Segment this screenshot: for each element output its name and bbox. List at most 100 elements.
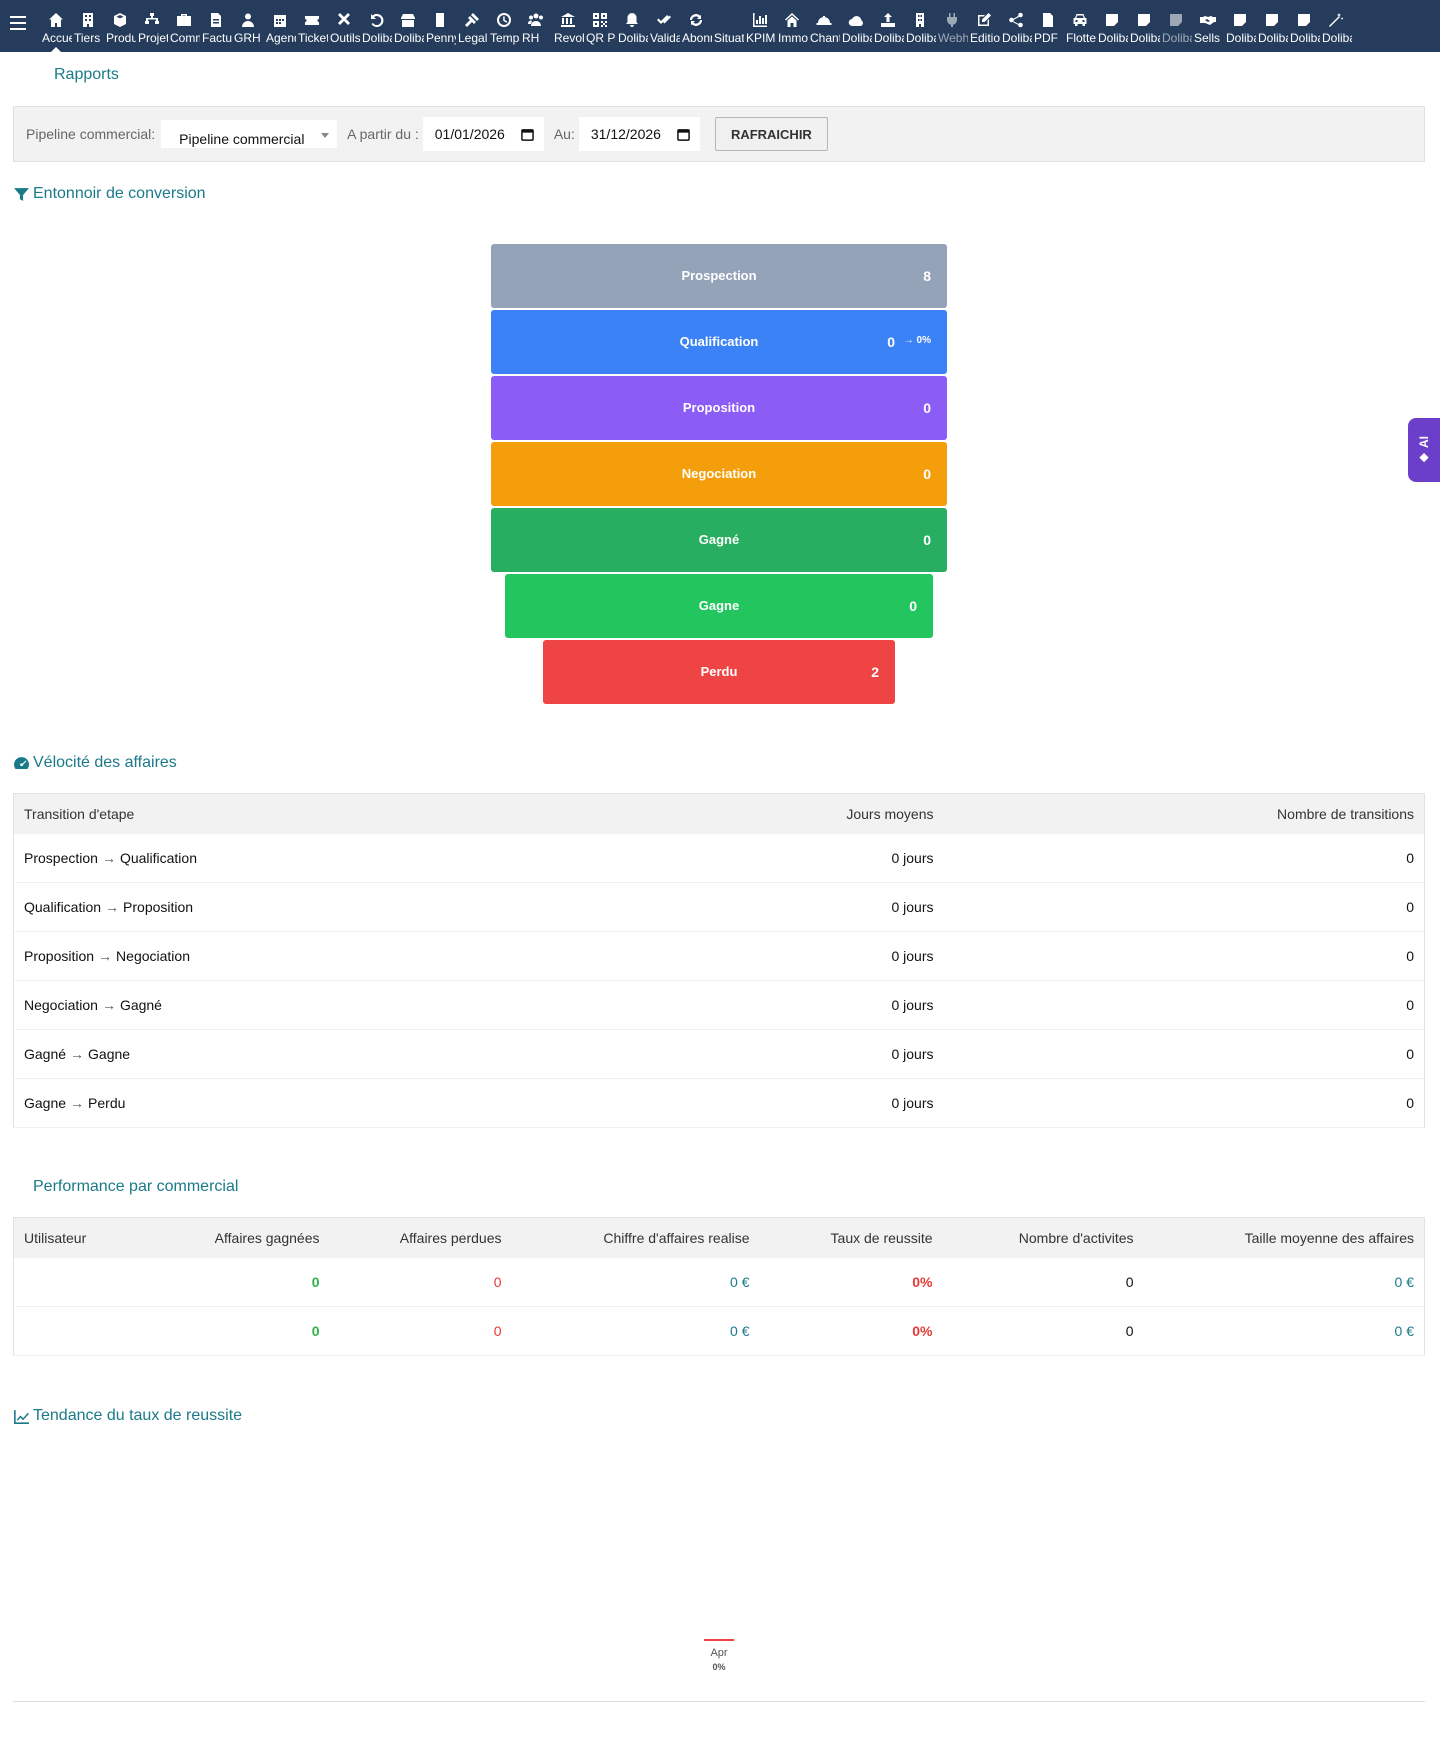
menu-item-legal[interactable]: Legal xyxy=(456,0,488,52)
menu-item-temps[interactable]: Temps xyxy=(488,0,520,52)
funnel-stage-name: Prospection xyxy=(681,268,757,283)
from-stage: Prospection xyxy=(24,849,98,866)
column-header[interactable]: Jours moyens xyxy=(593,793,944,834)
user-cell[interactable] xyxy=(13,1257,154,1307)
user-cell[interactable] xyxy=(13,1306,154,1356)
column-header[interactable]: Nombre d'activites xyxy=(942,1217,1144,1258)
note-icon xyxy=(1135,11,1153,29)
menu-item-dolibarr[interactable]: Dolibarr xyxy=(1224,0,1256,52)
menu-item-tickets[interactable]: Tickets xyxy=(296,0,328,52)
funnel-stage-negociation[interactable]: Negociation 0 xyxy=(491,442,947,506)
menu-item-agenda[interactable]: Agenda xyxy=(264,0,296,52)
trend-chart: Apr 0% xyxy=(13,1440,1425,1702)
team-icon xyxy=(527,11,545,29)
funnel-stage-count: 0 xyxy=(923,400,931,416)
menu-item-validation[interactable]: Validation xyxy=(648,0,680,52)
menu-item-label: Dolibarr xyxy=(1226,31,1256,45)
menu-item-grh[interactable]: GRH xyxy=(232,0,264,52)
menu-item-dolibarr[interactable]: Dolibarr xyxy=(872,0,904,52)
menu-item-pdf[interactable]: PDF xyxy=(1032,0,1064,52)
column-header[interactable]: Chiffre d'affaires realise xyxy=(511,1217,760,1258)
menu-item-label: Sells xyxy=(1194,31,1221,45)
column-header[interactable]: Utilisateur xyxy=(13,1217,154,1258)
refresh-button[interactable]: RAFRAICHIR xyxy=(714,117,828,151)
calendar-icon[interactable] xyxy=(521,128,534,141)
funnel-title: Entonnoir de conversion xyxy=(33,185,206,202)
menu-item-label: Commercial xyxy=(170,31,200,45)
home-icon xyxy=(47,11,65,29)
menu-item-sells[interactable]: Sells xyxy=(1192,0,1224,52)
funnel-stage-perdu[interactable]: Perdu 2 xyxy=(543,640,895,704)
funnel-stage-qualification[interactable]: Qualification 0 → 0% xyxy=(491,310,947,374)
menu-item-dolibarr[interactable]: Dolibarr xyxy=(1288,0,1320,52)
menu-item-label: Dolibarr xyxy=(1130,31,1160,45)
menu-item-kpimax[interactable]: KPIMax xyxy=(744,0,776,52)
funnel-stage-prospection[interactable]: Prospection 8 xyxy=(491,244,947,308)
invoice-icon xyxy=(207,11,225,29)
menu-item-dolibarr[interactable]: Dolibarr xyxy=(904,0,936,52)
menu-item-dolibarr[interactable]: Dolibarr xyxy=(1000,0,1032,52)
page-title[interactable]: Rapports xyxy=(54,66,119,83)
menu-item-label: Dolibarr xyxy=(1258,31,1288,45)
menu-item-pennylane[interactable]: Pennylane xyxy=(424,0,456,52)
menu-item-label: QR Pay xyxy=(586,31,616,45)
menu-item-situation[interactable]: Situation xyxy=(712,0,744,52)
menu-item-dolibarr[interactable]: Dolibarr xyxy=(392,0,424,52)
menu-item-label: Agenda xyxy=(266,31,296,45)
funnel-stage-gagné[interactable]: Gagné 0 xyxy=(491,508,947,572)
menu-item-revolut[interactable]: Revolut xyxy=(552,0,584,52)
won-deals-cell: 0 xyxy=(153,1257,330,1307)
column-header[interactable]: Nombre de transitions xyxy=(943,793,1425,834)
to-date-input[interactable]: 31/12/2026 xyxy=(578,117,700,151)
column-header[interactable]: Transition d'etape xyxy=(13,793,594,834)
menu-item-dolibarr[interactable]: Dolibarr xyxy=(360,0,392,52)
menu-item-abonnements[interactable]: Abonnements xyxy=(680,0,712,52)
cloud-icon xyxy=(847,11,865,29)
menu-item-dolibarr[interactable]: Dolibarr xyxy=(1096,0,1128,52)
column-header[interactable]: Taux de reussite xyxy=(759,1217,943,1258)
funnel-stage-proposition[interactable]: Proposition 0 xyxy=(491,376,947,440)
from-stage: Qualification xyxy=(24,899,102,915)
avg-days-cell: 0 jours xyxy=(593,1029,944,1079)
menu-item-label: Dolibarr xyxy=(1098,31,1128,45)
menu-item-immobilier[interactable]: Immobilier xyxy=(776,0,808,52)
funnel-stage-gagne[interactable]: Gagne 0 xyxy=(505,574,933,638)
from-date-input[interactable]: 01/01/2026 xyxy=(422,117,544,151)
menu-item-facturation[interactable]: Facturation xyxy=(200,0,232,52)
menu-item-dolibarr[interactable]: Dolibarr xyxy=(1160,0,1192,52)
bar-chart-icon xyxy=(751,11,769,29)
menu-item-dolibarr[interactable]: Dolibarr xyxy=(616,0,648,52)
column-header[interactable]: Affaires perdues xyxy=(329,1217,512,1258)
menu-item-produits[interactable]: Produits xyxy=(104,0,136,52)
menu-item-projets[interactable]: Projets xyxy=(136,0,168,52)
menu-item-flotte[interactable]: Flotte xyxy=(1064,0,1096,52)
funnel-stage-conversion: → 0% xyxy=(903,335,931,346)
menu-item-dolibarr[interactable]: Dolibarr xyxy=(1320,0,1352,52)
hamburger-menu-icon[interactable] xyxy=(10,16,26,32)
avg-days-cell: 0 jours xyxy=(593,1078,944,1128)
ai-assistant-tab[interactable]: ◆ AI xyxy=(1408,418,1440,482)
menu-item-commercial[interactable]: Commercial xyxy=(168,0,200,52)
menu-item-tiers[interactable]: Tiers xyxy=(72,0,104,52)
menu-item-qr-pay[interactable]: QR Pay xyxy=(584,0,616,52)
menu-item-editions[interactable]: Editions xyxy=(968,0,1000,52)
column-header[interactable]: Taille moyenne des affaires xyxy=(1143,1217,1425,1258)
menu-item-dolibarr[interactable]: Dolibarr xyxy=(1256,0,1288,52)
menu-item-dolibarr[interactable]: Dolibarr xyxy=(840,0,872,52)
menu-item-outils[interactable]: Outils xyxy=(328,0,360,52)
blank-icon xyxy=(719,11,737,29)
menu-item-dolibarr[interactable]: Dolibarr xyxy=(1128,0,1160,52)
tools-icon xyxy=(335,11,353,29)
column-header[interactable]: Affaires gagnées xyxy=(153,1217,330,1258)
pipeline-select[interactable]: Pipeline commercial xyxy=(161,120,338,148)
menu-item-chantier[interactable]: Chantier xyxy=(808,0,840,52)
calendar-icon[interactable] xyxy=(677,128,690,141)
transition-count-cell: 0 xyxy=(943,833,1425,883)
to-stage: Gagne xyxy=(88,1046,131,1062)
arrow-right-icon: → xyxy=(70,1046,85,1062)
menu-item-rh[interactable]: RH xyxy=(520,0,552,52)
menu-item-webhooks[interactable]: Webhooks xyxy=(936,0,968,52)
avg-days-cell: 0 jours xyxy=(593,980,944,1030)
menu-item-accueil[interactable]: Accueil xyxy=(40,0,72,52)
menu-item-label: Webhooks xyxy=(938,31,968,45)
